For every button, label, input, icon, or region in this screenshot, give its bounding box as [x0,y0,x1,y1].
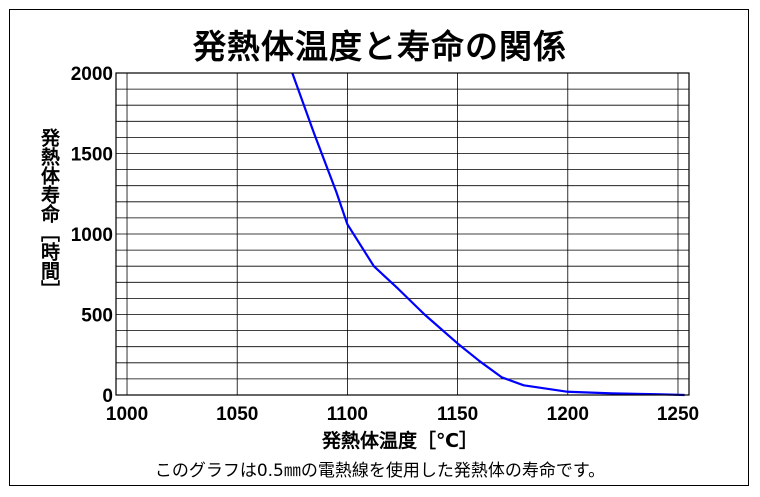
y-tick-label: 1000 [71,225,113,246]
x-tick-label: 1100 [327,404,368,425]
plot-border [115,72,690,396]
chart-caption: このグラフは0.5㎜の電熱線を使用した発熱体の寿命です。 [154,461,606,481]
tick-labels: 0 500 1000 1500 2000 1000 1050 1100 1150 1200 1250 [71,64,699,425]
x-tick-label: 1000 [106,404,148,425]
y-tick-label: 0 [102,386,113,407]
x-tick-label: 1200 [547,404,589,425]
grid [116,72,689,396]
y-tick-label: 500 [81,306,113,327]
y-tick-label: 1500 [71,145,113,166]
chart-frame [9,9,749,486]
y-tick-label: 2000 [71,64,113,85]
chart-title: 発熱体温度と寿命の関係 [193,27,567,66]
x-tick-label: 1050 [216,404,258,425]
y-axis-label: 発熱体寿命［時間］ [38,128,60,299]
x-tick-label: 1150 [437,404,478,425]
series [291,72,685,397]
x-tick-label: 1250 [657,404,699,425]
series-line [291,72,685,397]
x-axis-label: 発熱体温度［℃］ [321,430,478,452]
